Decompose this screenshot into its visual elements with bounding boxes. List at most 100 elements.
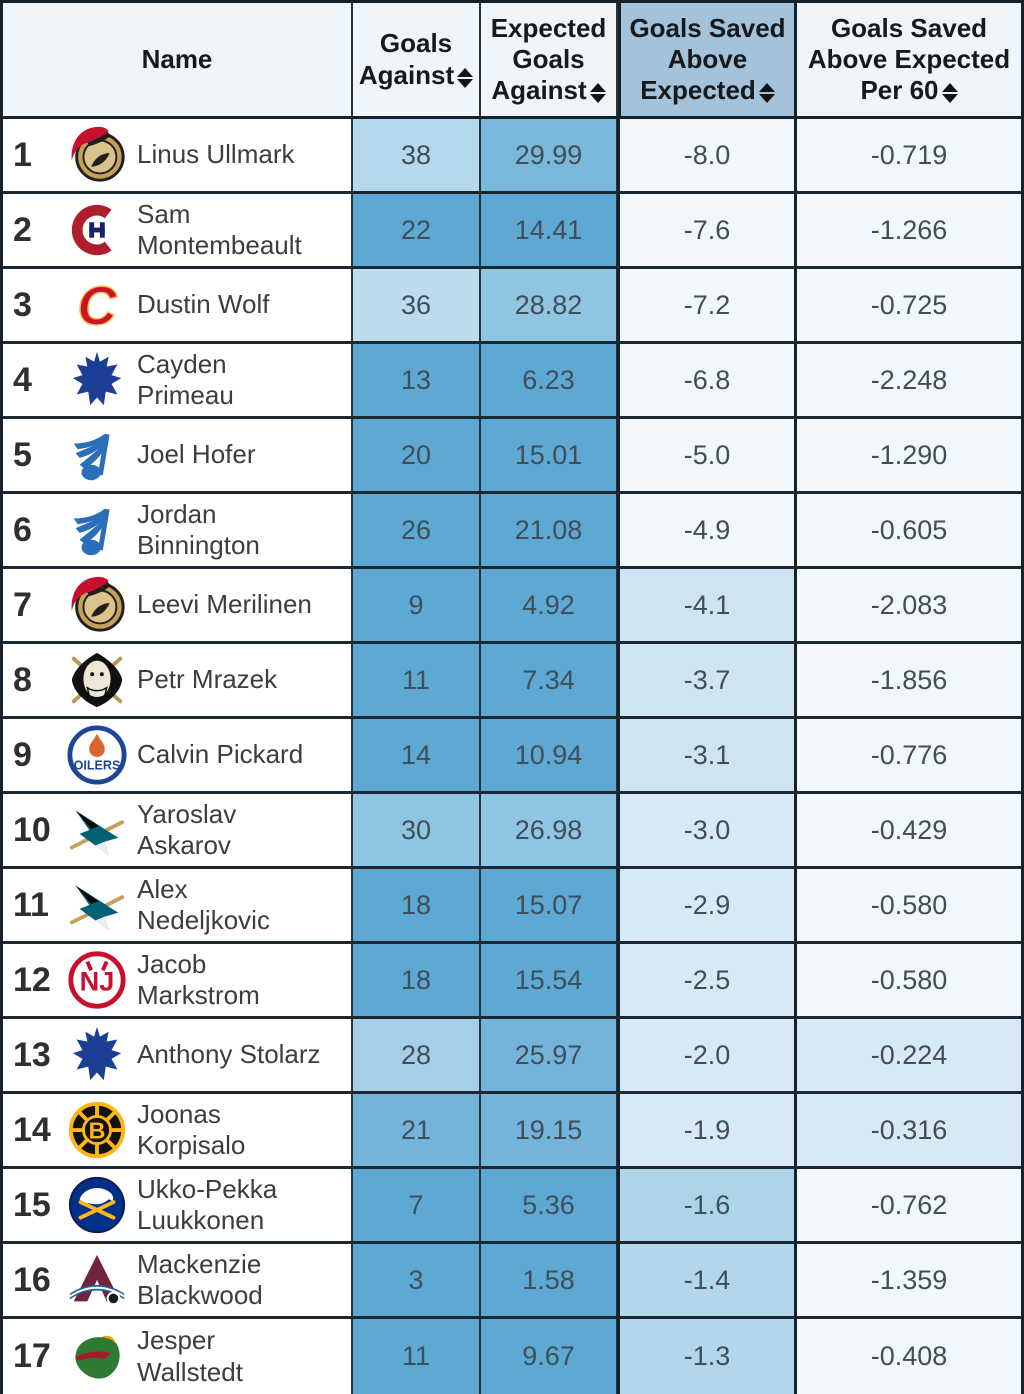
rank-number: 16 xyxy=(13,1260,51,1299)
sort-icon[interactable] xyxy=(589,83,606,104)
table-row: 11 Alex Nedeljkovic 18 15.07 -2.9 -0.580 xyxy=(3,869,1021,944)
table-row: 2 Sam Montembeault 22 14.41 -7.6 -1.266 xyxy=(3,194,1021,269)
anaheim-ducks-logo xyxy=(57,647,137,713)
goals-saved-above-expected-per60-value: -1.856 xyxy=(797,644,1021,716)
expected-goals-against-value: 15.01 xyxy=(481,419,618,491)
st-louis-blues-logo xyxy=(57,497,137,563)
goals-against-value: 18 xyxy=(353,944,481,1016)
goals-saved-above-expected-value: -2.5 xyxy=(617,944,797,1016)
rank-number: 14 xyxy=(13,1110,51,1149)
svg-text:C: C xyxy=(77,276,117,336)
column-header-goals-saved-above-expected[interactable]: Goals Saved Above Expected xyxy=(618,3,797,116)
sort-icon[interactable] xyxy=(758,83,775,104)
ottawa-senators-logo xyxy=(57,572,137,638)
goals-against-value: 14 xyxy=(353,719,481,791)
ottawa-senators-logo xyxy=(57,122,137,188)
new-jersey-devils-logo: NJ xyxy=(57,947,137,1013)
table-row: 14 B Joonas Korpisalo 21 19.15 -1.9 -0.3… xyxy=(3,1094,1021,1169)
column-header-goals-saved-above-expected-per60[interactable]: Goals Saved Above Expected Per 60 xyxy=(797,3,1021,116)
column-header-goals-against[interactable]: Goals Against xyxy=(353,3,481,116)
table-row: 9 OILERS Calvin Pickard 14 10.94 -3.1 -0… xyxy=(3,719,1021,794)
table-row: 17 Jesper Wallstedt 11 9.67 -1.3 -0.408 xyxy=(3,1319,1021,1394)
goals-saved-above-expected-per60-value: -0.580 xyxy=(797,869,1021,941)
player-name: Calvin Pickard xyxy=(137,739,304,770)
column-header-expected-goals-against[interactable]: Expected Goals Against xyxy=(481,3,618,116)
player-name: Alex Nedeljkovic xyxy=(137,873,270,935)
boston-bruins-logo: B xyxy=(57,1097,137,1163)
goals-against-value: 9 xyxy=(353,569,481,641)
sort-icon[interactable] xyxy=(457,67,474,88)
player-name: Jacob Markstrom xyxy=(137,948,260,1010)
goals-against-value: 3 xyxy=(353,1244,481,1316)
expected-goals-against-value: 9.67 xyxy=(481,1319,618,1394)
name-cell: 15 Ukko-Pekka Luukkonen xyxy=(3,1169,353,1241)
goals-against-value: 13 xyxy=(353,344,481,416)
column-label: Goals Saved Above Expected Per 60 xyxy=(807,12,1011,106)
name-cell: 11 Alex Nedeljkovic xyxy=(3,869,353,941)
goals-saved-above-expected-value: -7.2 xyxy=(617,269,797,341)
goals-saved-above-expected-per60-value: -1.266 xyxy=(797,194,1021,266)
player-name: Cayden Primeau xyxy=(137,348,234,410)
san-jose-sharks-logo xyxy=(57,872,137,938)
expected-goals-against-value: 19.15 xyxy=(481,1094,618,1166)
expected-goals-against-value: 6.23 xyxy=(481,344,618,416)
name-cell: 9 OILERS Calvin Pickard xyxy=(3,719,353,791)
player-name: Jordan Binnington xyxy=(137,498,260,560)
expected-goals-against-value: 15.07 xyxy=(481,869,618,941)
table-row: 8 Petr Mrazek 11 7.34 -3.7 -1.856 xyxy=(3,644,1021,719)
goals-against-value: 36 xyxy=(353,269,481,341)
table-row: 6 Jordan Binnington 26 21.08 -4.9 -0.605 xyxy=(3,494,1021,569)
svg-text:NJ: NJ xyxy=(80,966,115,997)
name-cell: 4 Cayden Primeau xyxy=(3,344,353,416)
goals-saved-above-expected-per60-value: -1.290 xyxy=(797,419,1021,491)
goals-saved-above-expected-per60-value: -0.762 xyxy=(797,1169,1021,1241)
player-name: Petr Mrazek xyxy=(137,664,278,695)
goals-saved-above-expected-per60-value: -0.605 xyxy=(797,494,1021,566)
montreal-canadiens-logo xyxy=(57,197,137,263)
rank-number: 1 xyxy=(13,135,32,174)
player-name: Leevi Merilinen xyxy=(137,589,312,620)
calgary-flames-logo: C xyxy=(57,272,137,338)
name-cell: 2 Sam Montembeault xyxy=(3,194,353,266)
toronto-maple-leafs-logo xyxy=(57,347,137,413)
rank-number: 17 xyxy=(13,1337,51,1375)
buffalo-sabres-logo xyxy=(57,1172,137,1238)
rank-number: 8 xyxy=(13,660,32,699)
san-jose-sharks-logo xyxy=(57,797,137,863)
rank-number: 13 xyxy=(13,1035,51,1074)
table-row: 12 NJ Jacob Markstrom 18 15.54 -2.5 -0.5… xyxy=(3,944,1021,1019)
table-row: 7 Leevi Merilinen 9 4.92 -4.1 -2.083 xyxy=(3,569,1021,644)
expected-goals-against-value: 14.41 xyxy=(481,194,618,266)
goals-against-value: 30 xyxy=(353,794,481,866)
goals-against-value: 11 xyxy=(353,1319,481,1394)
column-label: Name xyxy=(141,43,213,74)
name-cell: 17 Jesper Wallstedt xyxy=(3,1319,353,1394)
column-label: Goals Against xyxy=(358,28,455,90)
player-name: Anthony Stolarz xyxy=(137,1039,321,1070)
goals-against-value: 26 xyxy=(353,494,481,566)
rank-number: 4 xyxy=(13,360,32,399)
rank-number: 11 xyxy=(13,885,49,924)
table-row: 16 Mackenzie Blackwood 3 1.58 -1.4 -1.35… xyxy=(3,1244,1021,1319)
goals-saved-above-expected-per60-value: -1.359 xyxy=(797,1244,1021,1316)
goals-saved-above-expected-per60-value: -0.408 xyxy=(797,1319,1021,1394)
goals-saved-above-expected-per60-value: -2.083 xyxy=(797,569,1021,641)
goals-saved-above-expected-per60-value: -0.725 xyxy=(797,269,1021,341)
sort-icon[interactable] xyxy=(941,83,958,104)
player-name: Jesper Wallstedt xyxy=(137,1325,243,1387)
name-cell: 13 Anthony Stolarz xyxy=(3,1019,353,1091)
rank-number: 12 xyxy=(13,960,51,999)
goals-against-value: 22 xyxy=(353,194,481,266)
goals-saved-above-expected-value: -6.8 xyxy=(617,344,797,416)
goals-saved-above-expected-per60-value: -0.719 xyxy=(797,119,1021,191)
expected-goals-against-value: 7.34 xyxy=(481,644,618,716)
goals-saved-above-expected-value: -1.6 xyxy=(617,1169,797,1241)
expected-goals-against-value: 4.92 xyxy=(481,569,618,641)
expected-goals-against-value: 10.94 xyxy=(481,719,618,791)
goals-saved-above-expected-value: -3.7 xyxy=(617,644,797,716)
player-name: Mackenzie Blackwood xyxy=(137,1248,263,1310)
table-row: 15 Ukko-Pekka Luukkonen 7 5.36 -1.6 -0.7… xyxy=(3,1169,1021,1244)
name-cell: 3 C Dustin Wolf xyxy=(3,269,353,341)
expected-goals-against-value: 29.99 xyxy=(481,119,618,191)
rank-number: 6 xyxy=(13,510,32,549)
